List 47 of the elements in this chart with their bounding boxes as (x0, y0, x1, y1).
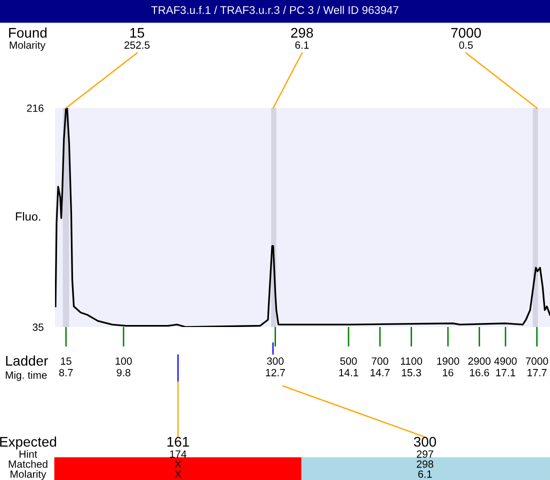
annotation: 300 (267, 357, 284, 365)
annotation: 700 (372, 357, 388, 365)
x-tick-label: 9.8 (116, 368, 130, 376)
x-tick-label: 16.6 (470, 368, 490, 376)
text: Ladder (6, 356, 48, 366)
y-tick-label: 35 (32, 324, 44, 331)
y-tick-label: 216 (27, 104, 44, 112)
text: Matched (8, 460, 48, 468)
annotation: 15 (130, 28, 144, 38)
x-tick-label: 14.7 (370, 369, 390, 376)
x-tick-label: 16 (442, 368, 454, 376)
chart-title: TRAF3.u.f.1 / TRAF3.u.r.3 / PC 3 / Well ID 963947 (151, 6, 398, 14)
text: 6.1 (295, 41, 309, 49)
annotation: 1100 (400, 357, 422, 365)
annotation: 298 (291, 28, 313, 38)
text: 0.5 (459, 41, 473, 49)
x-tick-label: 14.1 (339, 369, 358, 376)
line-series (55, 108, 550, 327)
x-tick-label: 12.7 (266, 368, 285, 376)
annotation: 1900 (437, 357, 460, 365)
annotation: 15 (60, 358, 72, 365)
text: 297 (416, 450, 434, 458)
annotation: 500 (340, 357, 357, 365)
annotation: 4900 (494, 357, 517, 365)
annotation: 2900 (468, 357, 491, 365)
x-tick-label: 17.7 (528, 369, 547, 376)
x-tick-label: 8.7 (59, 368, 73, 376)
text: Mig. time (6, 371, 47, 381)
text: X (174, 460, 182, 468)
text: Molarity (10, 470, 46, 480)
text: X (174, 470, 182, 478)
y-axis-title: Fluo. (16, 212, 40, 221)
text: 300 (414, 436, 436, 447)
text: 298 (416, 460, 434, 468)
text: 6.1 (418, 470, 432, 478)
x-tick-label: 17.1 (496, 369, 516, 376)
annotation: 100 (116, 357, 132, 365)
annotation: 7000 (526, 357, 548, 365)
text: Hint (20, 450, 38, 458)
x-tick-label: 15.3 (402, 368, 422, 376)
text: 252.5 (124, 41, 150, 49)
text: Molarity (10, 41, 46, 51)
text: Found (9, 28, 46, 38)
text: Expected (0, 436, 56, 450)
text: 174 (170, 450, 186, 458)
annotation: 7000 (451, 28, 481, 38)
text: 161 (167, 436, 189, 447)
